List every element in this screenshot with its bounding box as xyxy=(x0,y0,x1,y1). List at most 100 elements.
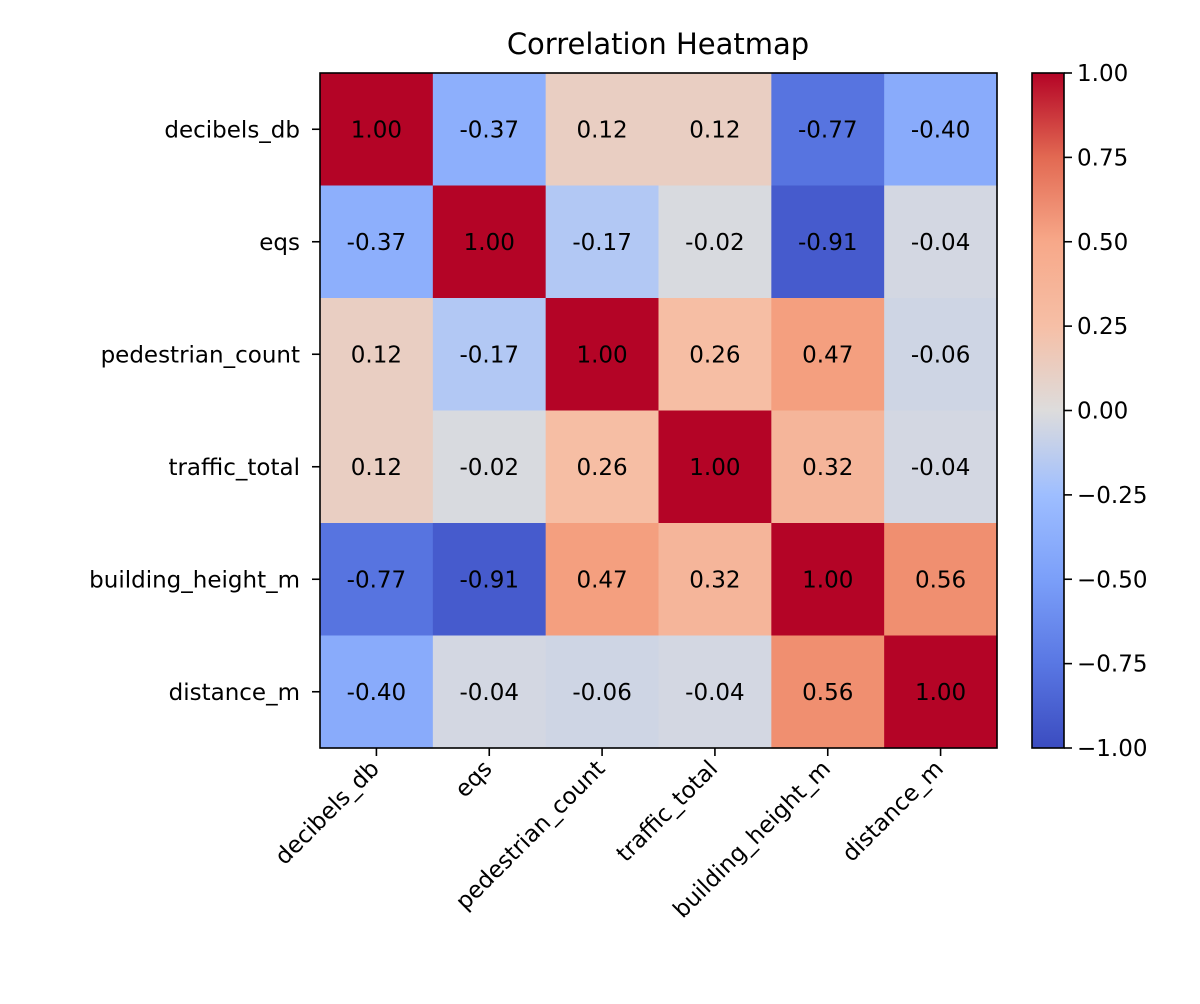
cell-value-label: 1.00 xyxy=(802,567,853,593)
colorbar-tick-label: 0.00 xyxy=(1077,399,1128,425)
heatmap-cell xyxy=(545,635,660,749)
heatmap-cell xyxy=(658,185,772,299)
cell-value-label: 0.47 xyxy=(576,567,627,593)
heatmap-cell xyxy=(884,523,998,637)
heatmap-cell xyxy=(545,185,660,299)
colorbar-tick-label: −0.25 xyxy=(1077,483,1147,509)
x-tick-label: decibels_db xyxy=(270,756,384,870)
cell-value-label: 0.32 xyxy=(802,455,853,481)
colorbar-tick-label: −0.75 xyxy=(1077,652,1147,678)
cell-value-label: -0.37 xyxy=(459,117,519,143)
y-tick-label: building_height_m xyxy=(89,567,300,593)
colorbar-tick-label: 1.00 xyxy=(1077,61,1128,87)
heatmap-cell xyxy=(884,185,998,299)
colorbar-tick-label: −1.00 xyxy=(1077,736,1147,762)
heatmap-cell xyxy=(884,73,998,187)
cell-value-label: 0.12 xyxy=(351,455,402,481)
heatmap-cell xyxy=(771,523,885,637)
heatmap-cell xyxy=(658,298,772,412)
heatmap-cell xyxy=(432,298,547,412)
heatmap-cell xyxy=(658,410,772,524)
heatmap-cell xyxy=(658,523,772,637)
y-tick-label: eqs xyxy=(259,230,300,256)
heatmap-cell xyxy=(320,523,434,637)
cell-value-label: 1.00 xyxy=(915,680,966,706)
heatmap-cell xyxy=(658,635,772,749)
heatmap-cell xyxy=(320,73,434,187)
heatmap-cell xyxy=(771,73,885,187)
cell-value-label: -0.40 xyxy=(347,680,407,706)
cell-value-label: -0.91 xyxy=(459,567,519,593)
cell-value-label: 0.12 xyxy=(351,342,402,368)
cell-value-label: 0.12 xyxy=(576,117,627,143)
heatmap-cell xyxy=(771,185,885,299)
heatmap-cell xyxy=(432,635,547,749)
x-tick-label: distance_m xyxy=(838,756,949,867)
heatmap-cell xyxy=(320,635,434,749)
cell-value-label: -0.17 xyxy=(459,342,519,368)
heatmap-cell xyxy=(884,298,998,412)
cell-value-label: -0.06 xyxy=(911,342,971,368)
cell-value-label: -0.06 xyxy=(572,680,632,706)
cell-value-label: -0.17 xyxy=(572,230,632,256)
heatmap-cell xyxy=(320,410,434,524)
cell-value-label: -0.04 xyxy=(911,230,971,256)
cell-value-label: -0.77 xyxy=(347,567,407,593)
cell-value-label: -0.37 xyxy=(347,230,407,256)
cell-value-label: 1.00 xyxy=(689,455,740,481)
cell-value-label: 0.47 xyxy=(802,342,853,368)
heatmap-cell xyxy=(545,523,660,637)
cell-value-label: 0.26 xyxy=(689,342,740,368)
heatmap-cells xyxy=(320,73,998,749)
colorbar-tick-label: 0.50 xyxy=(1077,230,1128,256)
y-tick-label: traffic_total xyxy=(168,455,300,481)
heatmap-cell xyxy=(771,298,885,412)
colorbar-tick-label: 0.75 xyxy=(1077,145,1128,171)
cell-value-label: -0.04 xyxy=(685,680,745,706)
cell-value-label: -0.02 xyxy=(685,230,745,256)
heatmap-cell xyxy=(545,298,660,412)
y-tick-label: decibels_db xyxy=(164,117,300,143)
heatmap-cell xyxy=(320,298,434,412)
cell-value-label: 0.56 xyxy=(802,680,853,706)
plot-frame xyxy=(319,72,998,749)
cell-value-label: 1.00 xyxy=(576,342,627,368)
x-tick-label: eqs xyxy=(450,756,497,803)
cell-value-label: 0.32 xyxy=(689,567,740,593)
heatmap-cell xyxy=(771,410,885,524)
cell-value-label: -0.04 xyxy=(459,680,519,706)
heatmap-cell xyxy=(432,73,547,187)
cell-value-label: 1.00 xyxy=(464,230,515,256)
cell-value-label: 0.56 xyxy=(915,567,966,593)
heatmap-cell xyxy=(771,635,885,749)
cell-value-label: -0.91 xyxy=(798,230,858,256)
heatmap-cell xyxy=(432,185,547,299)
cell-value-label: -0.04 xyxy=(911,455,971,481)
heatmap-cell xyxy=(884,635,998,749)
heatmap-cell xyxy=(432,523,547,637)
colorbar-gradient xyxy=(1031,72,1065,749)
colorbar-ticks: −1.00 −0.75 −0.50 −0.25 0.00 0.25 0.50 0.75 1.00 xyxy=(1064,61,1147,762)
colorbar-tick-label: −0.50 xyxy=(1077,567,1147,593)
heatmap-cell xyxy=(658,73,772,187)
cell-value-label: -0.77 xyxy=(798,117,858,143)
cell-value-label: -0.40 xyxy=(911,117,971,143)
heatmap-cell xyxy=(432,410,547,524)
x-tick-label: traffic_total xyxy=(612,756,723,867)
cell-value-label: 1.00 xyxy=(351,117,402,143)
chart-title: Correlation Heatmap xyxy=(507,27,809,61)
colorbar-tick-label: 0.25 xyxy=(1077,314,1128,340)
cell-value-label: -0.02 xyxy=(459,455,519,481)
colorbar: −1.00 −0.75 −0.50 −0.25 0.00 0.25 0.50 0.75 1.00 xyxy=(1031,61,1147,762)
cell-labels: 1.00 -0.37 0.12 0.12 -0.77 -0.40 -0.37 1.00 -0.1… xyxy=(347,117,971,706)
heatmap-cell xyxy=(320,185,434,299)
heatmap-cell xyxy=(545,73,660,187)
y-tick-label: distance_m xyxy=(169,680,300,706)
cell-value-label: 0.12 xyxy=(689,117,740,143)
heatmap-cell xyxy=(884,410,998,524)
heatmap-cell xyxy=(545,410,660,524)
